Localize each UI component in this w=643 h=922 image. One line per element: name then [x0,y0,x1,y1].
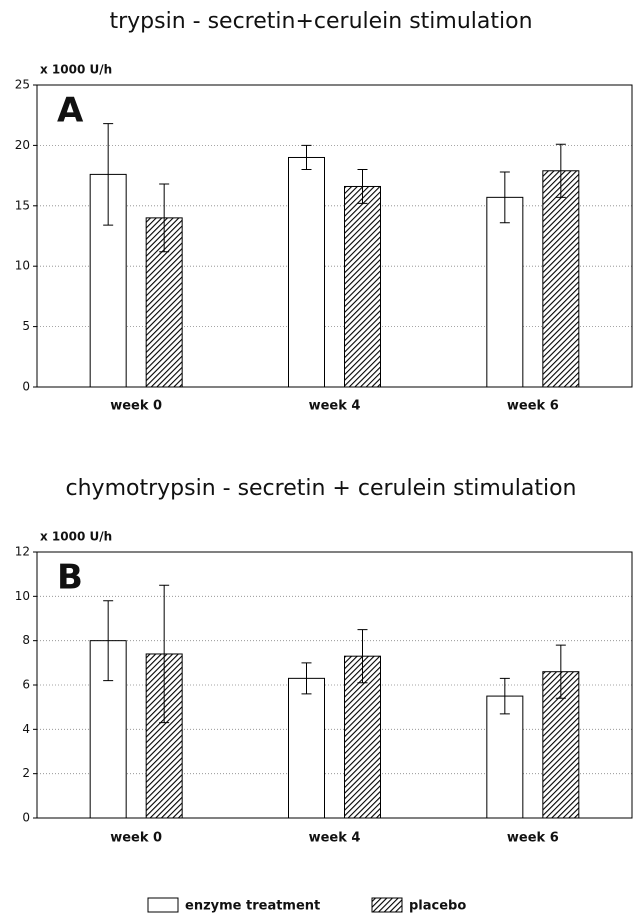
y-tick-label: 0 [22,380,30,394]
x-tick-label: week 4 [309,399,361,414]
error-bar [499,171,510,224]
y-tick-label: 10 [15,259,30,273]
bar [288,677,325,819]
error-bar [357,629,368,684]
x-tick-label: week 0 [110,831,162,846]
bar [288,156,325,388]
x-tick-label: week 0 [110,399,162,414]
bar [344,185,381,388]
y-axis-unit: x 1000 U/h [40,63,112,77]
error-bar [159,584,170,724]
x-tick-label: week 4 [309,831,361,846]
error-bar [301,144,312,171]
y-tick-label: 0 [22,811,30,825]
y-tick-label: 5 [22,319,30,333]
legend-label: placebo [409,899,466,914]
panel-letter: B [57,558,83,598]
error-bar [301,662,312,695]
x-tick-label: week 6 [507,831,559,846]
legend-swatch [371,897,403,913]
y-tick-label: 15 [15,198,30,212]
y-axis-unit: x 1000 U/h [40,530,112,544]
error-bar [555,644,566,699]
x-tick-label: week 6 [507,399,559,414]
error-bar [103,600,114,682]
error-bar [499,677,510,715]
chart-title: trypsin - secretin+cerulein stimulation [109,9,532,34]
panel-letter: A [57,91,84,131]
y-tick-label: 2 [22,766,30,780]
plot-frame [36,551,633,819]
y-tick-label: 20 [15,138,30,152]
error-bar [555,143,566,198]
bar [542,170,580,388]
y-tick-label: 12 [15,545,30,559]
error-bar [103,123,114,226]
y-tick-label: 25 [15,78,30,92]
bar [486,695,524,819]
chart-title: chymotrypsin - secretin + cerulein stimu… [66,476,577,501]
y-tick-label: 8 [22,633,30,647]
y-tick-label: 4 [22,722,30,736]
legend-label: enzyme treatment [185,899,320,914]
error-bar [159,183,170,253]
y-tick-label: 10 [15,589,30,603]
bar [486,196,524,388]
y-tick-label: 6 [22,678,30,692]
plot-frame [36,84,633,388]
legend-swatch [147,897,179,913]
error-bar [357,169,368,204]
